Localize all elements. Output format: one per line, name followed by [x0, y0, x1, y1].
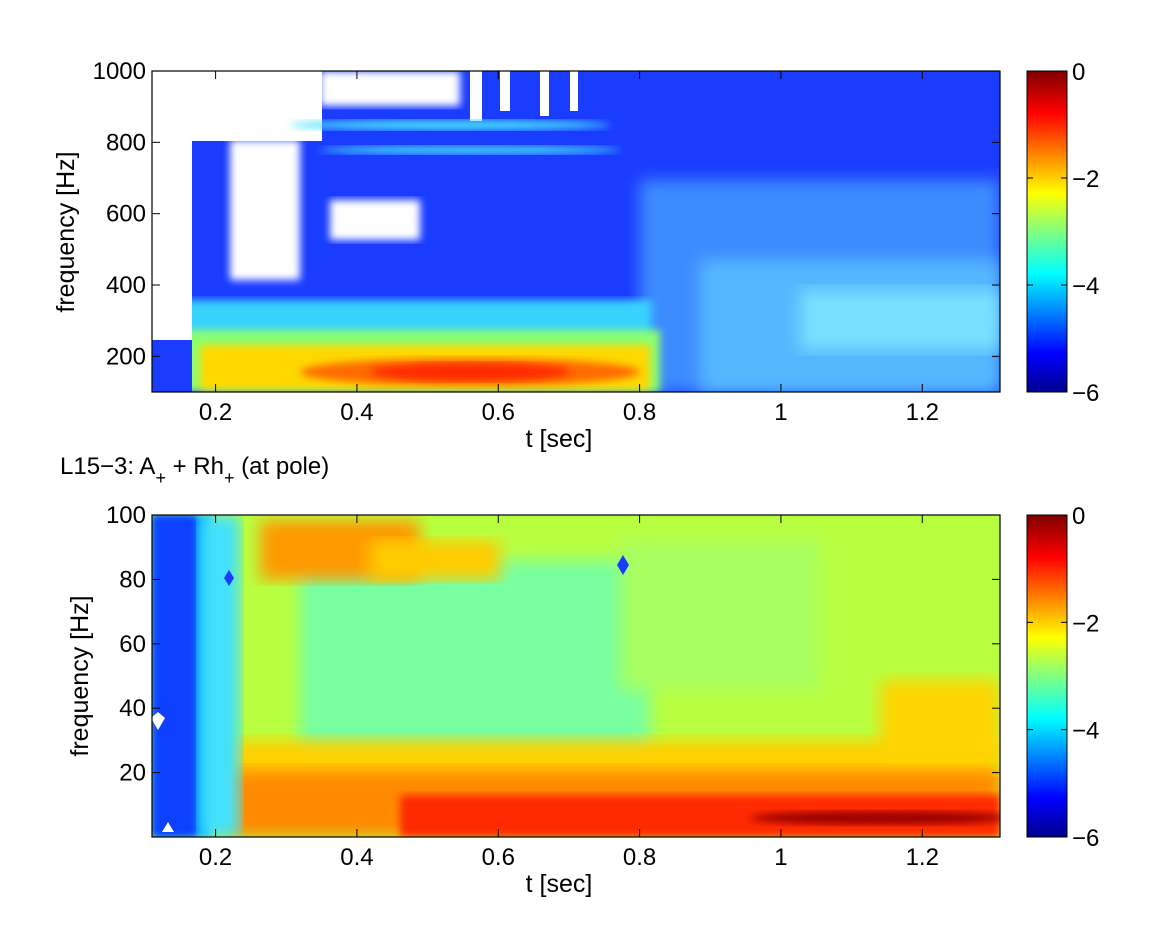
bottom-heatmap — [151, 514, 1001, 838]
top-y-axis: 200 400 600 800 1000 — [93, 58, 1000, 370]
bottom-y-axis-label: frequency [Hz] — [66, 595, 94, 756]
top-colorbar-label: 0 — [1072, 59, 1085, 86]
top-colorbar-label: −2 — [1072, 166, 1099, 193]
top-x-tick-label: 1 — [774, 399, 787, 426]
bottom-y-tick-label: 100 — [106, 502, 146, 529]
top-y-tick-label: 200 — [106, 343, 146, 370]
bottom-x-axis-label: t [sec] — [526, 870, 593, 898]
top-y-tick-label: 400 — [106, 272, 146, 299]
top-y-axis-label: frequency [Hz] — [52, 151, 80, 312]
bottom-plot-title: L15−3: A+ + Rh+ (at pole) — [60, 453, 329, 488]
bottom-y-tick-label: 40 — [119, 695, 146, 722]
bottom-colorbar-label: −2 — [1072, 610, 1099, 637]
top-y-tick-label: 800 — [106, 129, 146, 156]
top-x-tick-label: 0.6 — [482, 399, 515, 426]
bottom-colorbar-label: −4 — [1072, 718, 1099, 745]
top-colorbar: 0 −2 −4 −6 — [1026, 59, 1099, 407]
bottom-y-tick-label: 20 — [119, 760, 146, 787]
bottom-x-axis: 0.2 0.4 0.6 0.8 1 1.2 — [199, 515, 939, 871]
top-x-tick-label: 0.8 — [623, 399, 656, 426]
top-colorbar-label: −6 — [1072, 380, 1099, 407]
bottom-y-tick-label: 60 — [119, 631, 146, 658]
top-heatmap — [151, 70, 1001, 393]
bottom-y-tick-label: 80 — [119, 566, 146, 593]
bottom-x-tick-label: 0.2 — [199, 844, 232, 871]
bottom-x-tick-label: 0.6 — [482, 844, 515, 871]
bottom-x-tick-label: 1 — [774, 844, 787, 871]
bottom-colorbar: 0 −2 −4 −6 — [1026, 503, 1099, 852]
top-y-tick-label: 1000 — [93, 58, 146, 85]
bottom-colorbar-label: 0 — [1072, 503, 1085, 530]
bottom-x-tick-label: 0.8 — [623, 844, 656, 871]
bottom-y-axis: 20 40 60 80 100 — [106, 502, 1000, 787]
top-colorbar-label: −4 — [1072, 273, 1099, 300]
top-x-tick-label: 0.2 — [199, 399, 232, 426]
bottom-x-tick-label: 1.2 — [906, 844, 939, 871]
top-x-axis-label: t [sec] — [526, 425, 593, 453]
top-y-tick-label: 600 — [106, 201, 146, 228]
bottom-colorbar-label: −6 — [1072, 825, 1099, 852]
top-x-tick-label: 0.4 — [340, 399, 373, 426]
top-x-axis: 0.2 0.4 0.6 0.8 1 1.2 — [199, 71, 939, 426]
top-x-tick-label: 1.2 — [906, 399, 939, 426]
bottom-x-tick-label: 0.4 — [340, 844, 373, 871]
